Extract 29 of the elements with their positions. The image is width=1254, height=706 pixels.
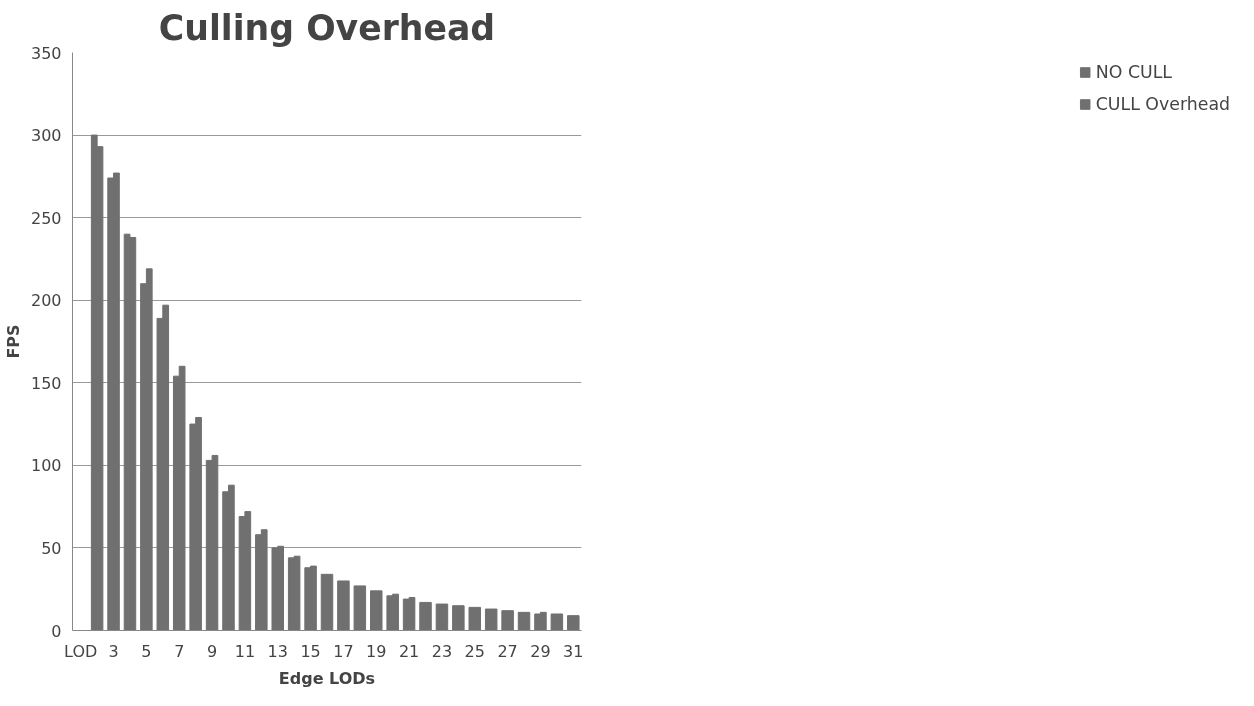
chart-title: Culling Overhead — [158, 7, 496, 48]
x-tick-label: 21 — [398, 641, 420, 661]
x-tick-label: 29 — [530, 641, 551, 661]
x-tick-label: 3 — [108, 641, 119, 661]
y-tick-label: 50 — [41, 538, 62, 558]
y-tick-label: 350 — [30, 43, 62, 63]
y-tick-label: 200 — [30, 291, 62, 311]
y-tick-label: 0 — [51, 621, 62, 641]
y-axis-title: FPS — [3, 324, 23, 359]
x-tick-label: 7 — [174, 641, 185, 661]
y-tick-label: 150 — [30, 373, 62, 393]
x-tick-label: 25 — [464, 641, 485, 661]
y-tick-label: 250 — [30, 208, 62, 228]
x-tick-label: 23 — [431, 641, 453, 661]
y-tick-label: 100 — [30, 456, 62, 476]
legend-label: NO CULL — [1095, 62, 1172, 82]
x-tick-label: 19 — [366, 641, 387, 661]
x-tick-label: 5 — [141, 641, 152, 661]
x-axis-title: Edge LODs — [278, 668, 376, 688]
x-tick-label: 17 — [333, 641, 354, 661]
x-tick-label: 27 — [497, 641, 518, 661]
x-tick-label: 9 — [206, 641, 218, 661]
x-tick-label: 11 — [234, 641, 256, 661]
x-tick-label: 15 — [300, 641, 321, 661]
x-tick-label: 31 — [563, 641, 584, 661]
x-tick-label: LOD — [64, 641, 98, 661]
x-tick-label: 13 — [267, 641, 288, 661]
legend-label: CULL Overhead — [1095, 94, 1230, 114]
y-tick-label: 300 — [30, 126, 62, 146]
